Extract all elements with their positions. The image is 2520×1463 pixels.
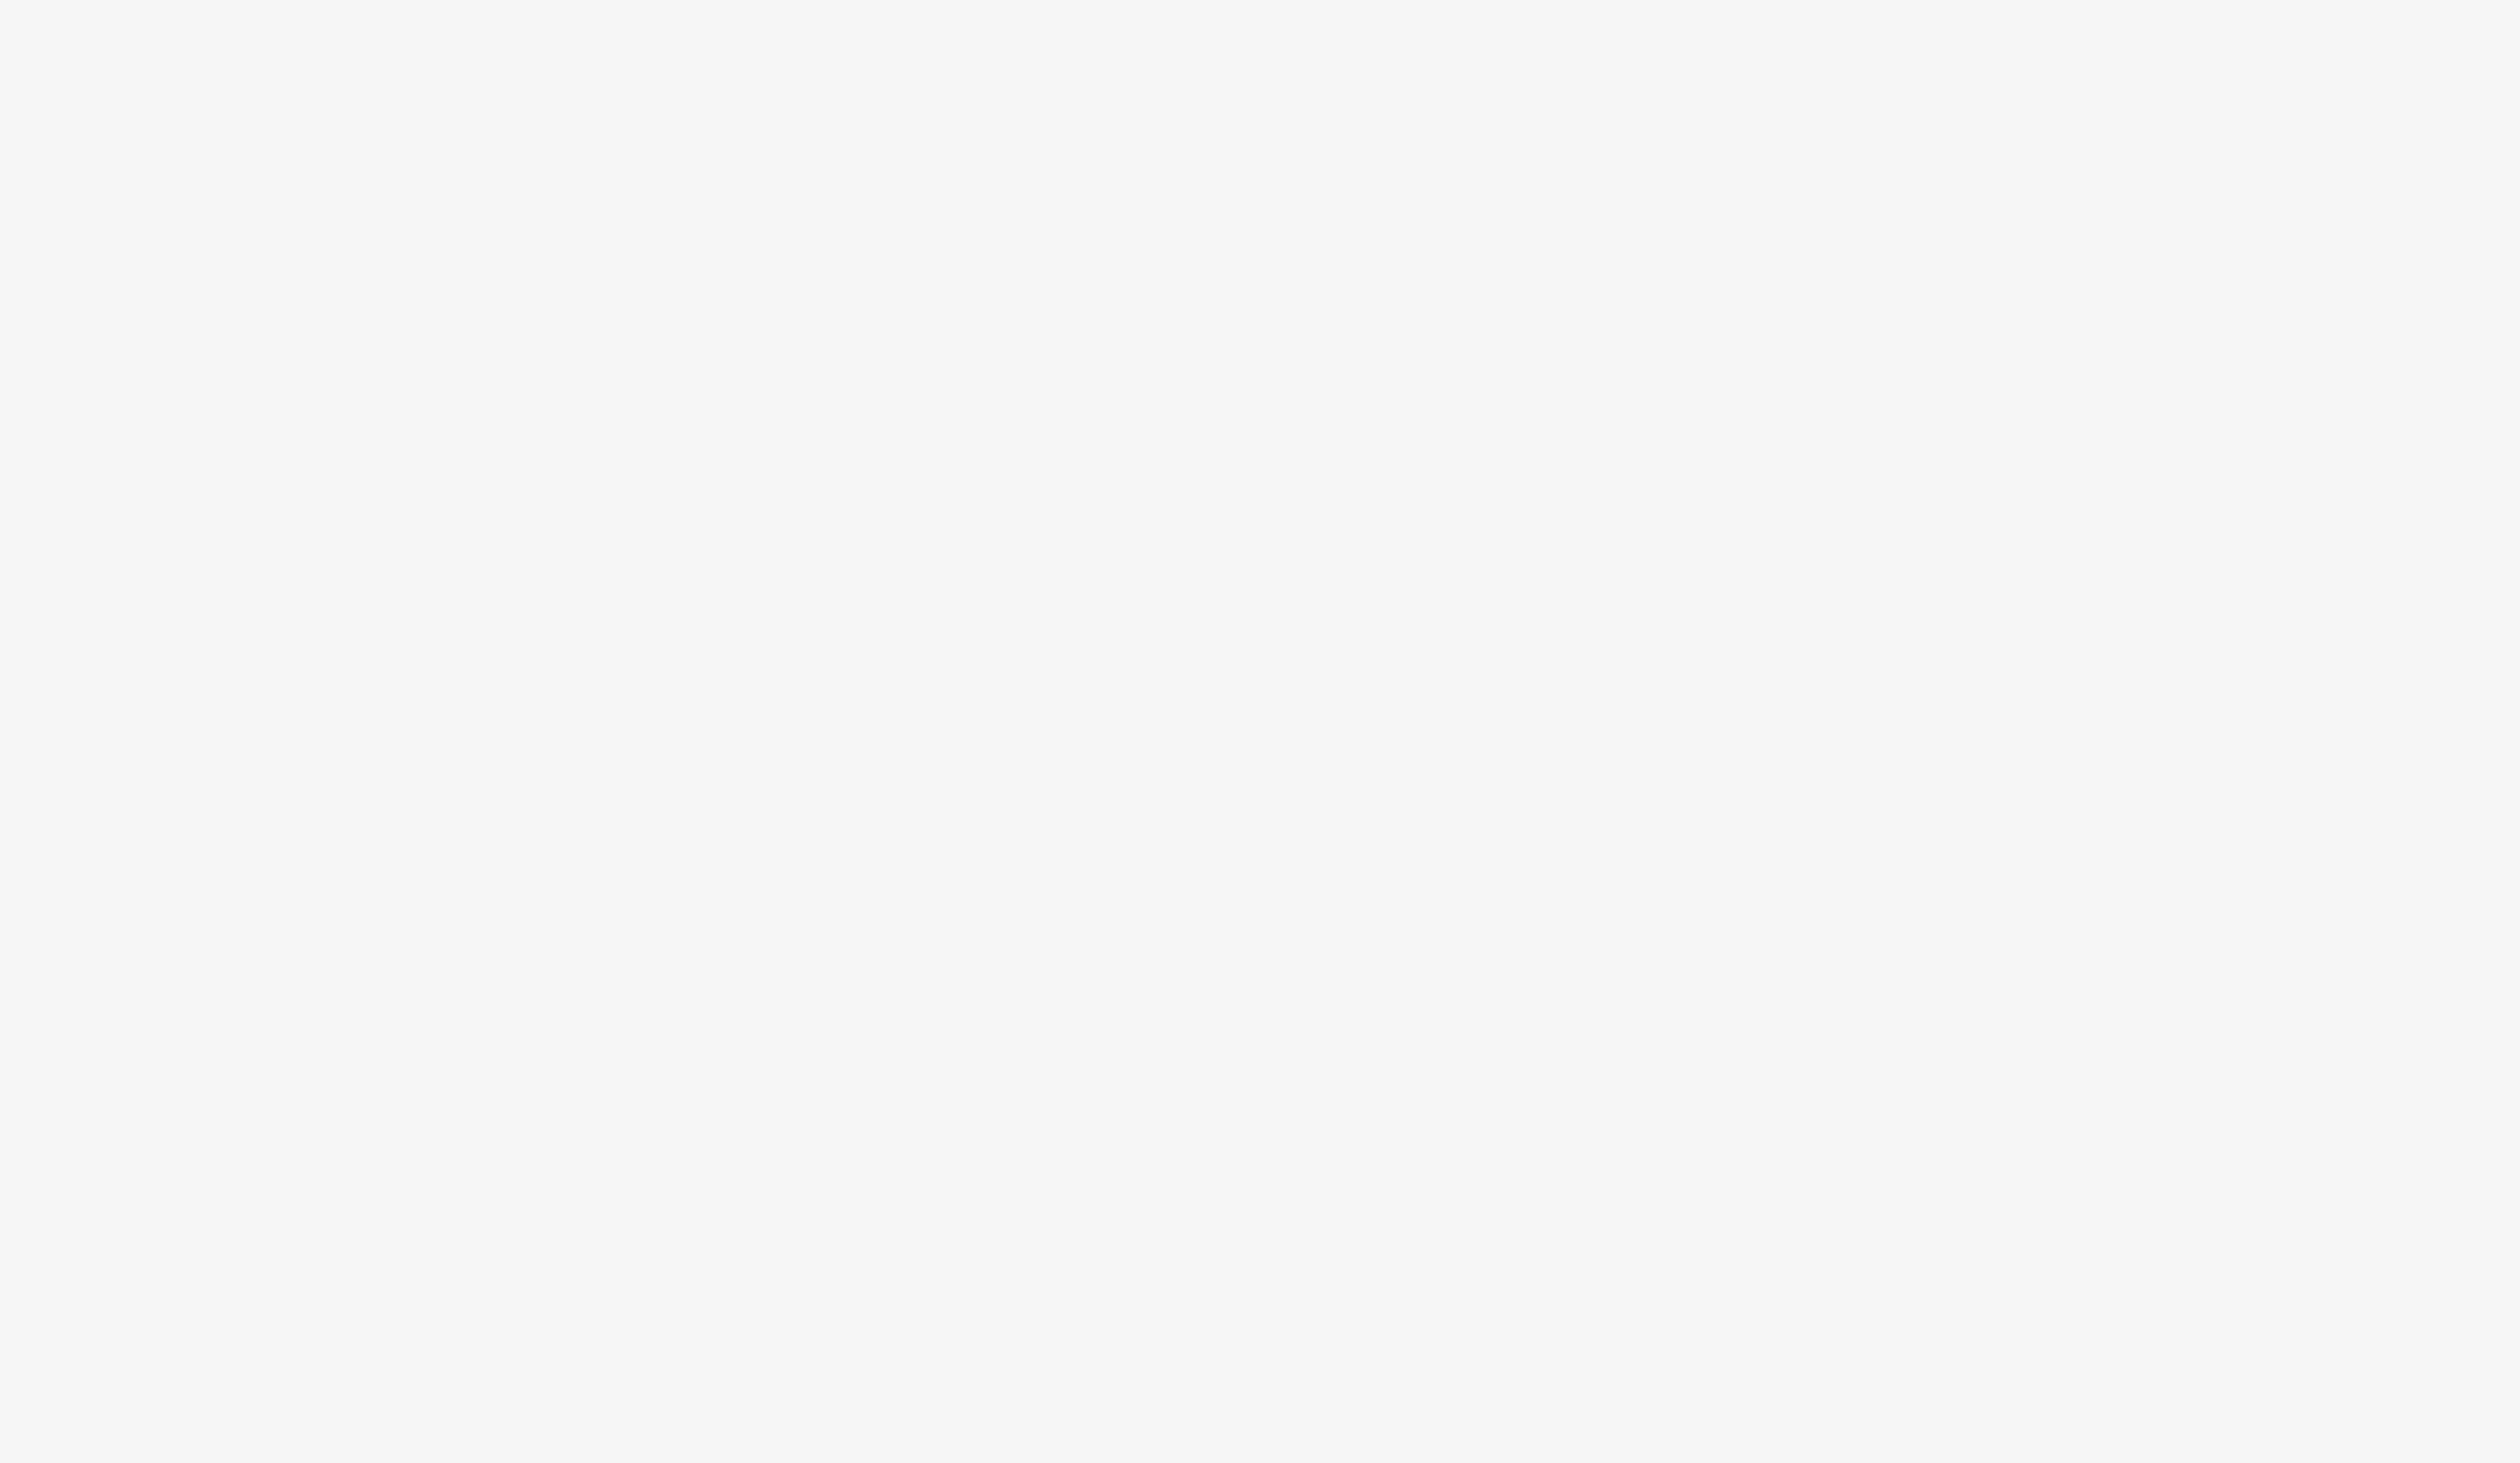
figure-canvas <box>0 0 2520 1463</box>
figure-svg <box>0 0 2520 1463</box>
